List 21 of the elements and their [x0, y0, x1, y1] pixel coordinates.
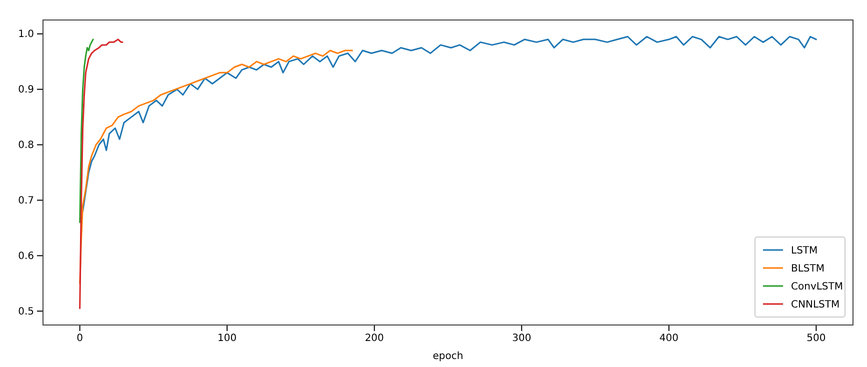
y-tick-label: 0.5: [18, 306, 34, 318]
x-tick-label: 200: [364, 333, 384, 344]
y-tick-label: 0.8: [18, 140, 34, 151]
y-tick-label: 0.7: [18, 195, 34, 206]
legend-label: LSTM: [791, 246, 818, 256]
line-series: [79, 38, 124, 310]
y-tick-label: 1.0: [18, 29, 34, 40]
y-tick-label: 0.9: [18, 84, 34, 96]
legend-label: CNNLSTM: [791, 300, 840, 310]
y-tick-label: 0.6: [18, 250, 34, 262]
line-series: [79, 38, 94, 224]
x-tick-label: 100: [218, 333, 237, 344]
x-tick-label: 0: [76, 333, 84, 344]
x-axis-title: epoch: [432, 351, 464, 362]
line-series: [79, 50, 354, 284]
x-tick-label: 500: [806, 333, 826, 344]
legend-label: BLSTM: [791, 264, 825, 274]
x-tick-label: 400: [659, 333, 678, 344]
x-tick-label: 300: [512, 333, 532, 344]
legend-label: ConvLSTM: [791, 282, 844, 292]
line-series: [82, 36, 817, 212]
